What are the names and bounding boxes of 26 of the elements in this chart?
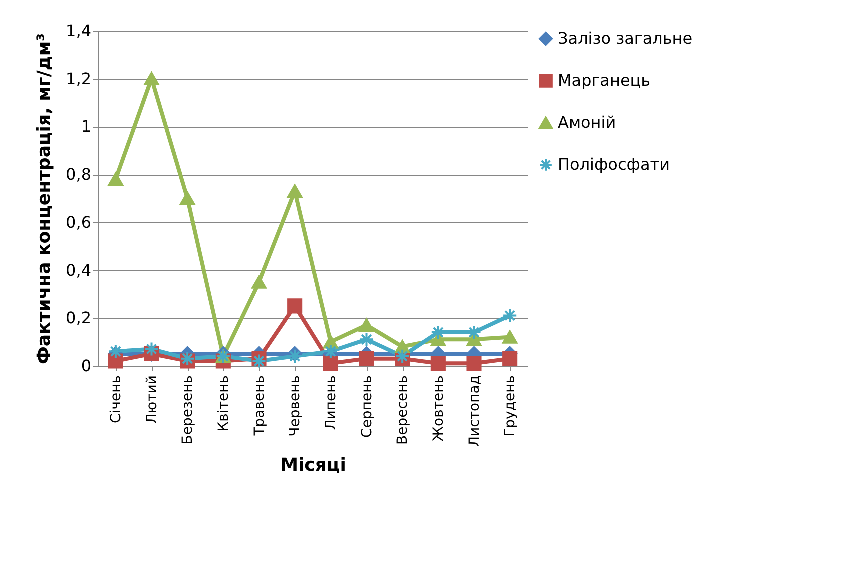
legend-label: Марганець [558, 71, 651, 90]
x-tick-label: Жовтень [430, 376, 447, 442]
x-tick-label: Липень [323, 376, 340, 430]
legend-label: Амоній [558, 113, 616, 132]
y-tick-label: 1,2 [66, 69, 92, 88]
x-axis-title: Місяці [280, 454, 346, 476]
x-tick-label: Серпень [359, 376, 376, 438]
y-tick-label: 0,4 [66, 260, 92, 280]
y-tick-label: 0 [81, 356, 92, 376]
x-tick-label: Листопад [466, 376, 483, 447]
legend-label: Залізо загальне [558, 29, 693, 48]
x-tick-label: Травень [252, 376, 268, 437]
x-tick-label: Березень [180, 376, 196, 445]
x-tick-label: Січень [108, 376, 124, 424]
y-tick-label: 0,8 [66, 165, 92, 184]
x-tick-label: Вересень [395, 376, 412, 445]
y-tick-label: 1,4 [66, 22, 92, 40]
y-tick-label: 1 [81, 117, 92, 136]
x-tick-label: Грудень [502, 376, 519, 437]
y-tick-label: 0,6 [66, 212, 92, 232]
legend-label: Поліфосфати [558, 155, 670, 174]
y-tick-label: 0,2 [66, 308, 92, 328]
x-tick-label: Квітень [216, 376, 232, 432]
x-tick-label: Лютий [144, 376, 160, 424]
y-axis-title: Фактична концентрація, мг/дм³ [34, 34, 56, 364]
x-tick-label: Червень [288, 376, 304, 437]
